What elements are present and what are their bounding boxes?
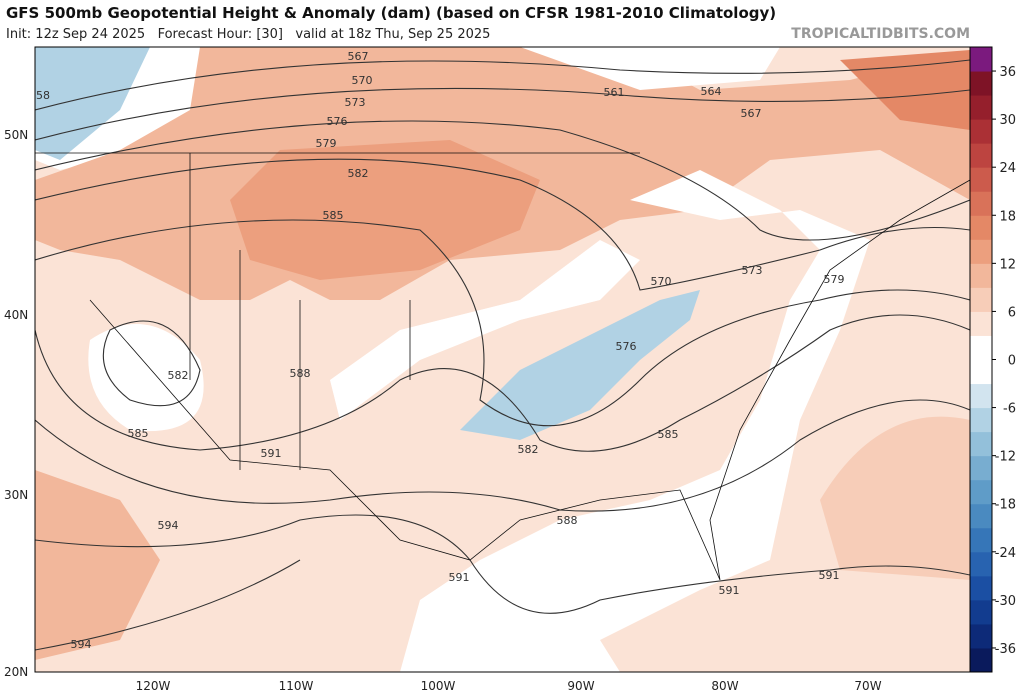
colorbar-segment xyxy=(970,383,992,409)
credit: TROPICALTIDBITS.COM xyxy=(791,26,970,42)
contour-label: 567 xyxy=(348,50,369,63)
contour-label: 567 xyxy=(741,107,762,120)
contour-label: 564 xyxy=(701,85,722,98)
colorbar-segment xyxy=(970,551,992,577)
colorbar-segment xyxy=(970,143,992,168)
contour-label: 561 xyxy=(604,86,625,99)
contour-label: 579 xyxy=(316,137,337,150)
colorbar-segment xyxy=(970,287,992,312)
colorbar-tick-label: -30 xyxy=(995,594,1016,609)
lat-label: 30N xyxy=(4,488,28,502)
contour-label: 576 xyxy=(327,115,348,128)
contour-label: 573 xyxy=(345,96,366,109)
lon-label: 70W xyxy=(854,679,881,693)
contour-label: 582 xyxy=(518,443,539,456)
contour-label: 579 xyxy=(824,273,845,286)
colorbar-tick-label: 30 xyxy=(999,113,1016,128)
colorbar-segment xyxy=(970,527,992,553)
lon-label: 120W xyxy=(136,679,171,693)
boundaries xyxy=(35,152,970,581)
lon-label: 80W xyxy=(711,679,738,693)
colorbar-segment xyxy=(970,71,992,96)
colorbar-segment xyxy=(970,95,992,120)
colorbar-segment xyxy=(970,239,992,264)
colorbar-segment xyxy=(970,215,992,240)
subtitle: Init: 12z Sep 24 2025 Forecast Hour: [30… xyxy=(6,27,490,42)
colorbar-tick-label: -36 xyxy=(995,642,1016,657)
contour-label: 585 xyxy=(323,209,344,222)
colorbar-segment xyxy=(970,575,992,601)
contour-label: 591 xyxy=(719,584,740,597)
contour-label: 570 xyxy=(352,74,373,87)
colorbar-tick-label: -12 xyxy=(995,450,1016,465)
lat-label: 50N xyxy=(4,128,28,142)
colorbar-segment xyxy=(970,599,992,625)
colorbar-segment xyxy=(970,47,992,72)
contour-label: 594 xyxy=(158,519,179,532)
colorbar-tick-label: 6 xyxy=(1008,305,1016,320)
colorbar-segment xyxy=(970,191,992,216)
lat-label: 40N xyxy=(4,308,28,322)
colorbar-segment xyxy=(970,647,992,673)
colorbar-segment xyxy=(970,167,992,192)
colorbar-tick-label: 18 xyxy=(999,209,1016,224)
contour-label: 582 xyxy=(168,369,189,382)
lon-label: 100W xyxy=(421,679,456,693)
colorbar-segment xyxy=(970,623,992,649)
colorbar-segment xyxy=(970,503,992,529)
contour-label: 585 xyxy=(128,427,149,440)
contour-label: 58 xyxy=(36,89,50,102)
colorbar-segment xyxy=(970,263,992,288)
contour-label: 588 xyxy=(557,514,578,527)
colorbar-segment xyxy=(970,407,992,433)
colorbar-tick-label: 0 xyxy=(1008,354,1016,369)
colorbar-tick-label: -18 xyxy=(995,498,1016,513)
title: GFS 500mb Geopotential Height & Anomaly … xyxy=(6,4,776,22)
colorbar-segment xyxy=(970,359,992,385)
colorbar-segment xyxy=(970,455,992,481)
colorbar-segment xyxy=(970,479,992,505)
colorbar-tick-label: 36 xyxy=(999,65,1016,80)
contour-label: 576 xyxy=(616,340,637,353)
colorbar-segment xyxy=(970,431,992,457)
colorbar-segment xyxy=(970,335,992,360)
colorbar-segment xyxy=(970,311,992,336)
contour-label: 585 xyxy=(658,428,679,441)
lon-label: 110W xyxy=(279,679,314,693)
colorbar-tick-label: -6 xyxy=(1003,402,1016,417)
lat-label: 20N xyxy=(4,665,28,679)
contour-label: 591 xyxy=(261,447,282,460)
contour-label: 582 xyxy=(348,167,369,180)
contour-label: 573 xyxy=(742,264,763,277)
colorbar-segment xyxy=(970,119,992,144)
contour-label: 591 xyxy=(819,569,840,582)
colorbar-tick-label: 24 xyxy=(999,161,1016,176)
contour-label: 594 xyxy=(71,638,92,651)
colorbar-tick-label: 12 xyxy=(999,257,1016,272)
colorbar-tick-label: -24 xyxy=(995,546,1016,561)
contour-label: 588 xyxy=(290,367,311,380)
map xyxy=(35,47,970,672)
contour-label: 570 xyxy=(651,275,672,288)
lon-label: 90W xyxy=(567,679,594,693)
contour-label: 591 xyxy=(449,571,470,584)
